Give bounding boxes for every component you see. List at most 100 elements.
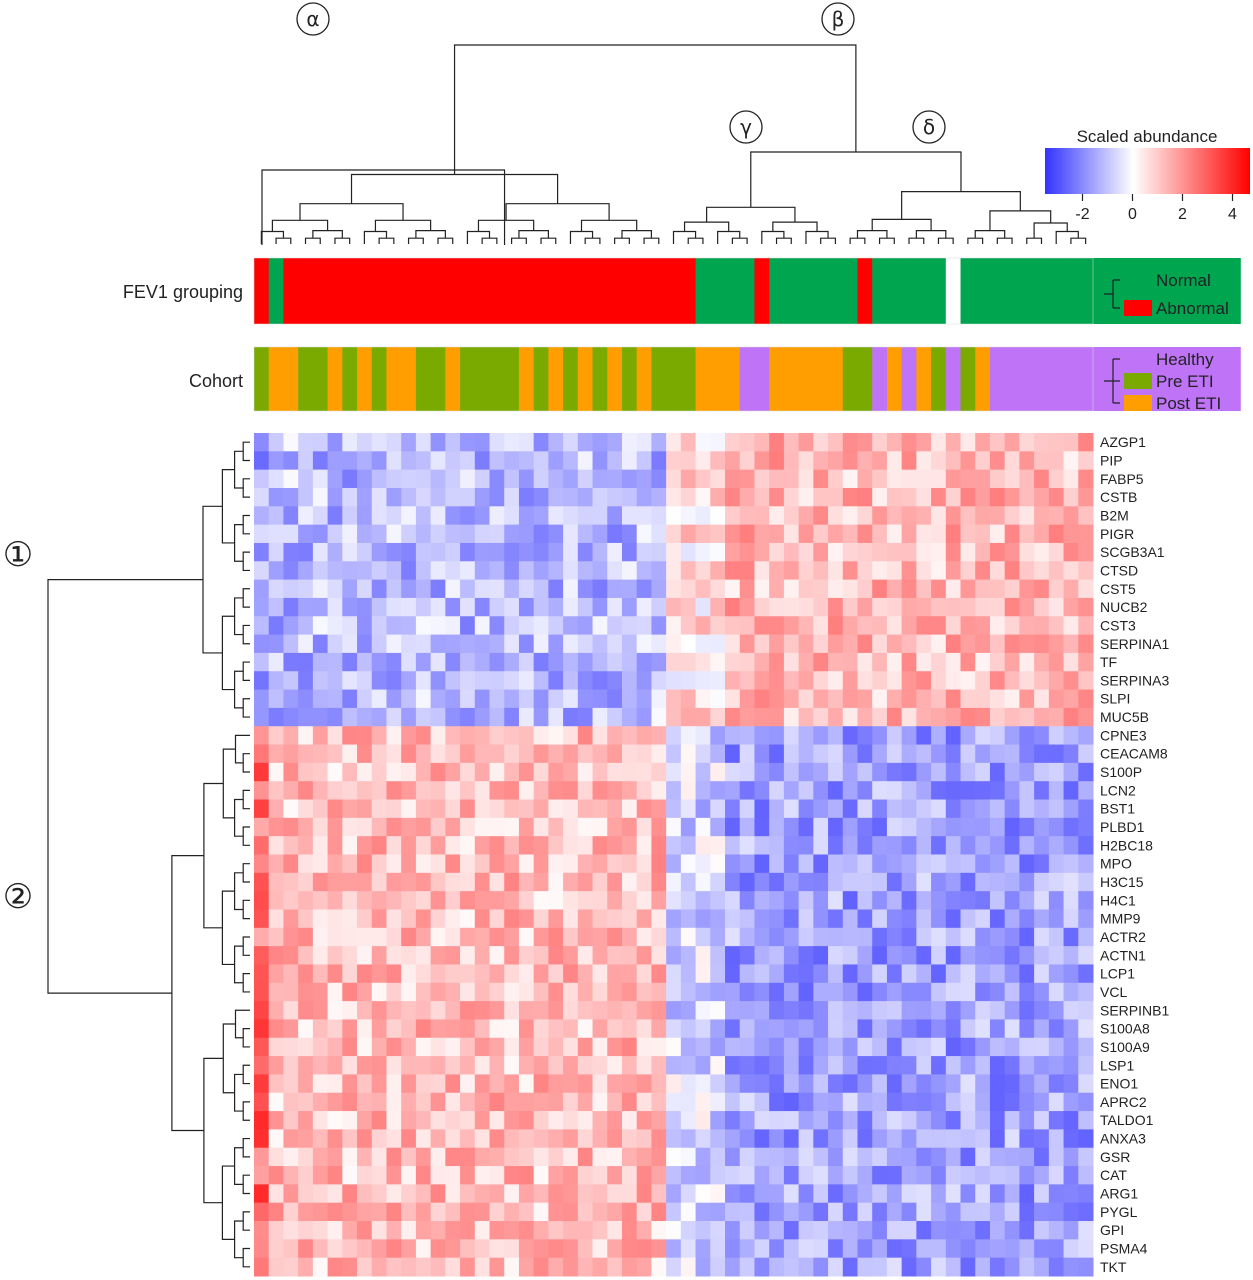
heatmap-cell [533,854,549,874]
heatmap-cell [577,1019,594,1039]
heatmap-cell [357,762,373,782]
heatmap-cell [430,1001,446,1020]
heatmap-cell [1034,1001,1050,1020]
heatmap-cell [651,726,667,746]
heatmap-cell [989,542,1006,562]
heatmap-cell [607,487,623,507]
track-cell [1166,258,1182,324]
heatmap-cell [504,946,520,965]
heatmap-cell [504,524,520,544]
heatmap-cell [312,1184,329,1204]
heatmap-cell [783,1001,800,1020]
heatmap-cell [254,1202,270,1222]
heatmap-cell [754,579,770,599]
heatmap-cell [960,1111,976,1130]
heatmap-cell [931,744,947,764]
heatmap-cell [312,781,329,801]
heatmap-cell [666,872,682,892]
row-label: H3C15 [1100,874,1144,890]
heatmap-cell [931,634,947,654]
heatmap-cell [401,433,417,452]
heatmap-cell [1078,891,1094,910]
heatmap-cell [504,1092,520,1112]
heatmap-cell [430,1129,446,1149]
legend-swatch [1124,373,1152,389]
heatmap-cell [386,1257,402,1277]
heatmap-cell [621,1257,638,1277]
track-cell [828,258,844,324]
heatmap-cell [592,781,608,801]
heatmap-cell [518,451,535,471]
heatmap-cell [1048,909,1065,929]
heatmap-cell [254,817,270,837]
heatmap-cell [769,506,785,526]
heatmap-cell [1019,579,1035,599]
heatmap-cell [901,689,917,709]
heatmap-cell [1063,1056,1079,1075]
heatmap-cell [268,744,284,764]
heatmap-cell [695,597,711,617]
heatmap-cell [1063,1037,1079,1057]
heatmap-cell [842,946,858,965]
heatmap-cell [725,891,741,910]
heatmap-cell [725,524,741,544]
heatmap-cell [842,1074,858,1094]
heatmap-cell [916,964,932,984]
heatmap-cell [813,817,829,837]
heatmap-cell [989,744,1006,764]
heatmap-cell [489,634,505,654]
heatmap-cell [1019,982,1035,1002]
heatmap-cell [739,597,755,617]
heatmap-cell [828,891,844,910]
heatmap-cell [504,744,520,764]
heatmap-cell [710,1111,726,1130]
heatmap-cell [460,964,476,984]
heatmap-cell [1019,946,1035,965]
heatmap-cell [504,1056,520,1075]
heatmap-cell [342,762,358,782]
heatmap-cell [695,1001,711,1020]
heatmap-cell [518,872,535,892]
heatmap-cell [886,561,903,581]
heatmap-cell [680,433,697,452]
heatmap-cell [945,469,962,489]
heatmap-cell [872,1001,888,1020]
heatmap-cell [739,469,755,489]
heatmap-cell [754,1019,770,1039]
heatmap-cell [680,652,697,672]
heatmap-cell [636,1056,652,1075]
heatmap-cell [651,891,667,910]
track-cell [666,347,682,411]
heatmap-cell [268,817,284,837]
heatmap-cell [563,451,579,471]
heatmap-cell [651,561,667,581]
heatmap-cell [577,891,594,910]
heatmap-cell [430,781,446,801]
heatmap-cell [327,872,343,892]
heatmap-cell [989,1019,1006,1039]
heatmap-cell [371,1147,387,1167]
heatmap-cell [901,1074,917,1094]
heatmap-cell [960,1147,976,1167]
heatmap-cell [312,817,329,837]
heatmap-cell [607,579,623,599]
heatmap-cell [931,671,947,691]
heatmap-cell [872,1074,888,1094]
heatmap-cell [710,1221,726,1240]
heatmap-cell [621,506,638,526]
heatmap-cell [563,1019,579,1039]
heatmap-cell [401,597,417,617]
heatmap-cell [386,524,402,544]
heatmap-cell [901,1129,917,1149]
heatmap-cell [504,1202,520,1222]
heatmap-cell [828,1074,844,1094]
heatmap-cell [1034,597,1050,617]
heatmap-cell [430,1239,446,1259]
heatmap-cell [798,524,814,544]
row-label: FABP5 [1100,471,1144,487]
heatmap-cell [563,506,579,526]
heatmap-cell [401,1056,417,1075]
heatmap-cell [621,1221,638,1240]
heatmap-cell [813,1221,829,1240]
heatmap-cell [592,451,608,471]
